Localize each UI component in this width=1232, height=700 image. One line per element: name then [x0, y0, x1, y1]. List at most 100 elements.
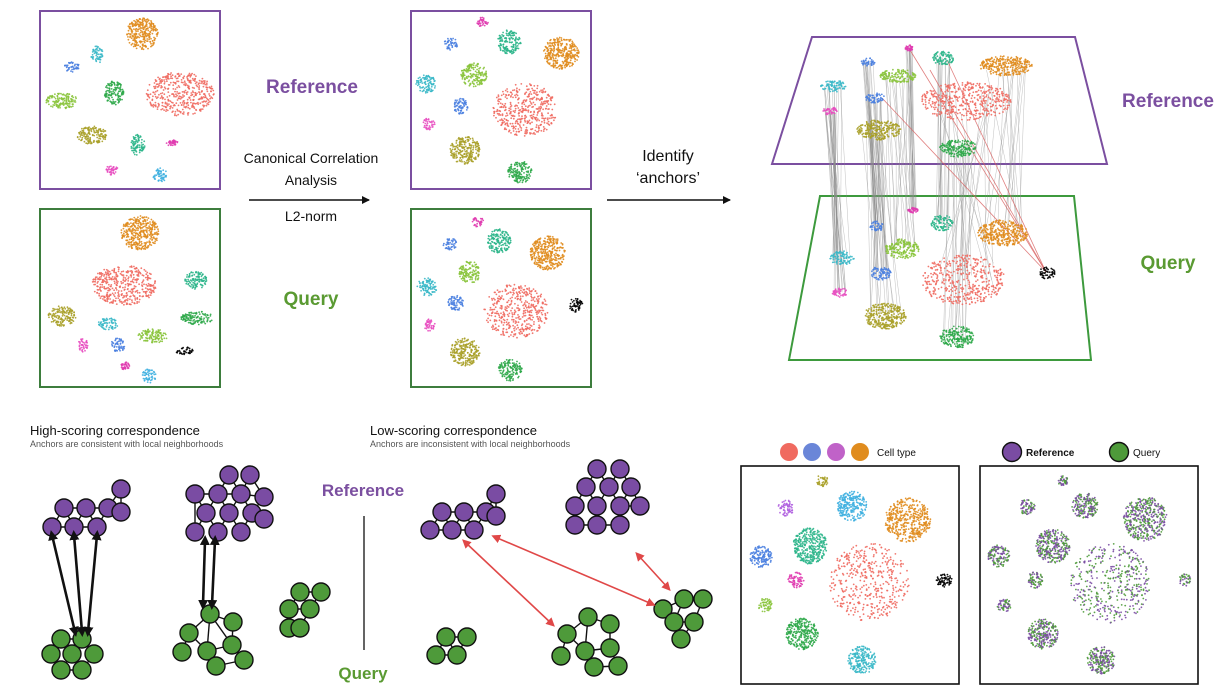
mixed-2-cluster	[1071, 492, 1099, 519]
qry-neighborhood-low-1-node	[578, 607, 598, 627]
anchor-arrow-good	[207, 535, 220, 610]
reference-label-1: Reference	[266, 77, 358, 98]
anchor-arrow-bad	[491, 534, 656, 607]
celltype-legend: Cell type	[780, 443, 916, 461]
ref-neighborhood-high-1-node	[111, 502, 131, 522]
black-cluster	[1039, 266, 1056, 280]
skyblue-cluster	[152, 167, 168, 183]
orange-cluster	[529, 235, 566, 271]
orange-cluster	[979, 55, 1033, 77]
ref-neighborhood-low-1-node	[454, 502, 474, 522]
ref-neighborhood-low-2-node	[587, 496, 607, 516]
blue-cluster	[442, 238, 458, 251]
pink-cluster	[424, 318, 436, 332]
salmon-cluster	[921, 81, 1012, 121]
ref-neighborhood-high-1-node	[64, 517, 84, 537]
ref-neighborhood-low-2-node	[576, 477, 596, 497]
qry-neighborhood-low-2-node	[693, 589, 713, 609]
ref-neighborhood-high-2-node	[219, 465, 239, 485]
cca-label-line1: Canonical Correlation	[244, 150, 379, 166]
ref-neighborhood-low-1-node	[432, 502, 452, 522]
qry-neighborhood-low-1-node	[608, 656, 628, 676]
cyan-cluster	[416, 277, 438, 297]
magenta-cluster	[904, 44, 914, 52]
orange-cluster	[977, 219, 1029, 247]
violet-cluster	[777, 499, 794, 517]
magenta-cluster	[476, 16, 489, 27]
celltype-umap-panel	[740, 465, 960, 685]
legend-dot-salmon	[780, 443, 798, 461]
qry-neighborhood-high-1-node	[51, 660, 71, 680]
mixed-8-cluster	[1179, 573, 1192, 587]
cyan-cluster	[97, 317, 119, 331]
blue-cluster	[860, 57, 876, 67]
mixed-11-cluster	[1086, 646, 1116, 675]
ref-neighborhood-high-2	[185, 465, 274, 542]
blue-cluster	[111, 337, 126, 352]
green-cluster	[180, 310, 213, 326]
lime-cluster	[45, 92, 77, 110]
cyan-cluster	[415, 74, 436, 94]
qry-neighborhood-high-1	[41, 629, 104, 680]
teal-cluster	[130, 133, 146, 156]
qry-neighborhood-low-2-node	[674, 589, 694, 609]
neighborhood-graphs	[41, 459, 713, 680]
qry-panel-cca	[410, 208, 592, 388]
qry-neighborhood-low-2	[653, 589, 713, 649]
qry-neighborhood-low-1-node	[557, 624, 577, 644]
orange-cluster	[542, 36, 580, 70]
legend-celltype-label: Cell type	[877, 448, 916, 459]
orange-cluster	[126, 17, 159, 51]
qry-neighborhood-high-2-node	[206, 656, 226, 676]
mixed-10-cluster	[1027, 618, 1059, 650]
qry-neighborhood-high-2-node	[197, 641, 217, 661]
qry-neighborhood-low-1-node	[551, 646, 571, 666]
qry-neighborhood-high-2-node	[200, 604, 220, 624]
cyan-cluster	[90, 45, 104, 64]
magenta-cluster	[907, 206, 919, 214]
teal-cluster	[792, 527, 828, 565]
salmon-cluster	[492, 83, 557, 137]
anchor-arrow-good	[83, 530, 102, 637]
teal-cluster	[932, 50, 954, 66]
salmon-cluster	[145, 72, 215, 117]
skyblue-cluster	[141, 368, 157, 384]
qry-neighborhood-isolated-node	[290, 618, 310, 638]
qry-neighborhood-low-1-node	[584, 657, 604, 677]
ref-neighborhood-low-1-node	[486, 484, 506, 504]
low-scoring-subtitle: Anchors are inconsistent with local neig…	[370, 439, 571, 449]
qry-neighborhood-low-2-node	[684, 612, 704, 632]
cyan-cluster	[847, 645, 877, 674]
reference-label-graph: Reference	[322, 481, 404, 500]
salmon-cluster	[829, 543, 910, 621]
query-label-graph: Query	[338, 664, 388, 683]
qry-neighborhood-high-2	[172, 604, 254, 676]
orange-cluster	[884, 497, 932, 543]
qry-neighborhood-low-2-node	[653, 599, 673, 619]
qry-neighborhood-low-isolated	[426, 627, 477, 665]
blue-cluster	[865, 92, 885, 104]
ref-panel-raw	[39, 10, 221, 190]
qry-neighborhood-high-1-node	[72, 660, 92, 680]
ref-neighborhood-low-1	[420, 484, 506, 540]
blue-cluster	[64, 61, 80, 73]
qry-neighborhood-high-2-node	[222, 635, 242, 655]
qry-neighborhood-low-1	[551, 607, 628, 677]
anchor-arrow-bad	[635, 552, 671, 591]
anchor-arrow-bad	[462, 539, 555, 627]
qry-neighborhood-low-1-node	[575, 641, 595, 661]
low-scoring-title: Low-scoring correspondence	[370, 423, 537, 438]
ref-neighborhood-high-2-node	[208, 484, 228, 504]
cca-label-line2: Analysis	[285, 172, 337, 188]
green-cluster	[103, 80, 125, 106]
ref-neighborhood-high-2-node	[196, 503, 216, 523]
qry-neighborhood-isolated	[279, 582, 331, 638]
identify-label-line2: ‘anchors’	[636, 170, 700, 187]
mixed-7-cluster	[1027, 571, 1044, 589]
olive-cluster	[449, 136, 481, 165]
teal-cluster	[930, 214, 954, 232]
green-cluster	[939, 325, 975, 349]
ref-neighborhood-low-2	[565, 459, 650, 535]
ref-neighborhood-low-2-node	[610, 515, 630, 535]
